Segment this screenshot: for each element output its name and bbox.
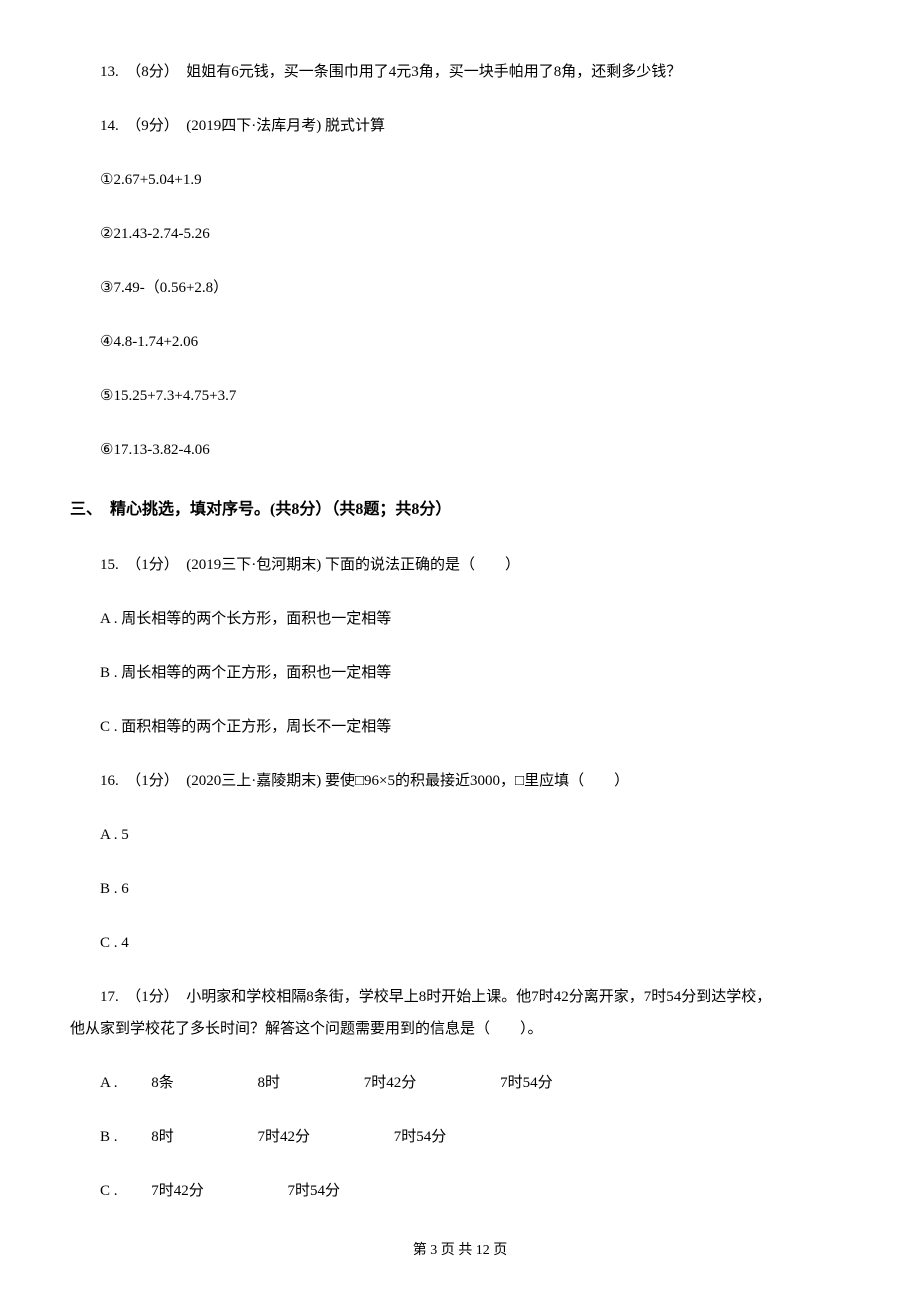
q14-item-3: ③7.49-（0.56+2.8） [70,276,850,300]
q14-item-3-text: ③7.49-（0.56+2.8） [100,280,228,296]
q14-item-2: ②21.43-2.74-5.26 [70,222,850,246]
q17-option-a-p1: 8条 [121,1071,174,1095]
q17-option-b-p1: 8时 [121,1125,174,1149]
q14-item-1: ①2.67+5.04+1.9 [70,168,850,192]
question-15-header: 15. （1分） (2019三下·包河期末) 下面的说法正确的是（ ） [70,553,850,577]
q14-item-4-text: ④4.8-1.74+2.06 [100,334,198,350]
q15-option-a-text: A . 周长相等的两个长方形，面积也一定相等 [100,611,391,627]
q16-option-a-text: A . 5 [100,827,129,843]
page-footer: 第 3 页 共 12 页 [0,1240,920,1262]
q14-item-5-text: ⑤15.25+7.3+4.75+3.7 [100,388,236,404]
q14-item-2-text: ②21.43-2.74-5.26 [100,226,210,242]
q17-option-b-p3: 7时54分 [364,1125,447,1149]
question-15-text: 15. （1分） (2019三下·包河期末) 下面的说法正确的是（ ） [100,557,520,573]
q17-option-a-p4: 7时54分 [470,1071,553,1095]
q15-option-b-text: B . 周长相等的两个正方形，面积也一定相等 [100,665,391,681]
q16-option-b-text: B . 6 [100,881,129,897]
q16-option-c: C . 4 [70,931,850,955]
q17-option-c: C . 7时42分 7时54分 [70,1179,850,1203]
q17-option-a-p2: 8时 [228,1071,281,1095]
q17-option-a-prefix: A . [100,1075,121,1091]
q14-item-6: ⑥17.13-3.82-4.06 [70,438,850,462]
q14-item-5: ⑤15.25+7.3+4.75+3.7 [70,384,850,408]
q16-option-c-text: C . 4 [100,935,129,951]
q17-option-a: A . 8条 8时 7时42分 7时54分 [70,1071,850,1095]
page-footer-text: 第 3 页 共 12 页 [413,1243,508,1258]
q15-option-a: A . 周长相等的两个长方形，面积也一定相等 [70,607,850,631]
q17-option-b-prefix: B . [100,1129,121,1145]
q15-option-c-text: C . 面积相等的两个正方形，周长不一定相等 [100,719,391,735]
q16-option-b: B . 6 [70,877,850,901]
q17-option-c-p1: 7时42分 [121,1179,204,1203]
q17-option-c-p2: 7时54分 [258,1179,341,1203]
q14-item-6-text: ⑥17.13-3.82-4.06 [100,442,210,458]
q17-option-c-prefix: C . [100,1183,121,1199]
section-3-text: 三、 精心挑选，填对序号。(共8分）（共8题；共8分） [70,501,451,518]
question-17-line2: 他从家到学校花了多长时间？解答这个问题需要用到的信息是（ ）。 [70,1017,850,1041]
question-14-text: 14. （9分） (2019四下·法库月考) 脱式计算 [100,118,385,134]
q15-option-b: B . 周长相等的两个正方形，面积也一定相等 [70,661,850,685]
q17-option-b-p2: 7时42分 [228,1125,311,1149]
q14-item-4: ④4.8-1.74+2.06 [70,330,850,354]
question-13-text: 13. （8分） 姐姐有6元钱，买一条围巾用了4元3角，买一块手帕用了8角，还剩… [100,64,681,80]
q15-option-c: C . 面积相等的两个正方形，周长不一定相等 [70,715,850,739]
question-16-text: 16. （1分） (2020三上·嘉陵期末) 要使□96×5的积最接近3000，… [100,773,629,789]
question-16-header: 16. （1分） (2020三上·嘉陵期末) 要使□96×5的积最接近3000，… [70,769,850,793]
q17-option-b: B . 8时 7时42分 7时54分 [70,1125,850,1149]
question-14-header: 14. （9分） (2019四下·法库月考) 脱式计算 [70,114,850,138]
section-3-header: 三、 精心挑选，填对序号。(共8分）（共8题；共8分） [70,497,850,523]
question-17-line1-text: 17. （1分） 小明家和学校相隔8条街，学校早上8时开始上课。他7时42分离开… [100,989,771,1005]
q17-option-a-p3: 7时42分 [334,1071,417,1095]
question-17-line2-text: 他从家到学校花了多长时间？解答这个问题需要用到的信息是（ ）。 [70,1021,543,1037]
q14-item-1-text: ①2.67+5.04+1.9 [100,172,202,188]
question-17-line1: 17. （1分） 小明家和学校相隔8条街，学校早上8时开始上课。他7时42分离开… [70,985,850,1009]
question-13: 13. （8分） 姐姐有6元钱，买一条围巾用了4元3角，买一块手帕用了8角，还剩… [70,60,850,84]
q16-option-a: A . 5 [70,823,850,847]
